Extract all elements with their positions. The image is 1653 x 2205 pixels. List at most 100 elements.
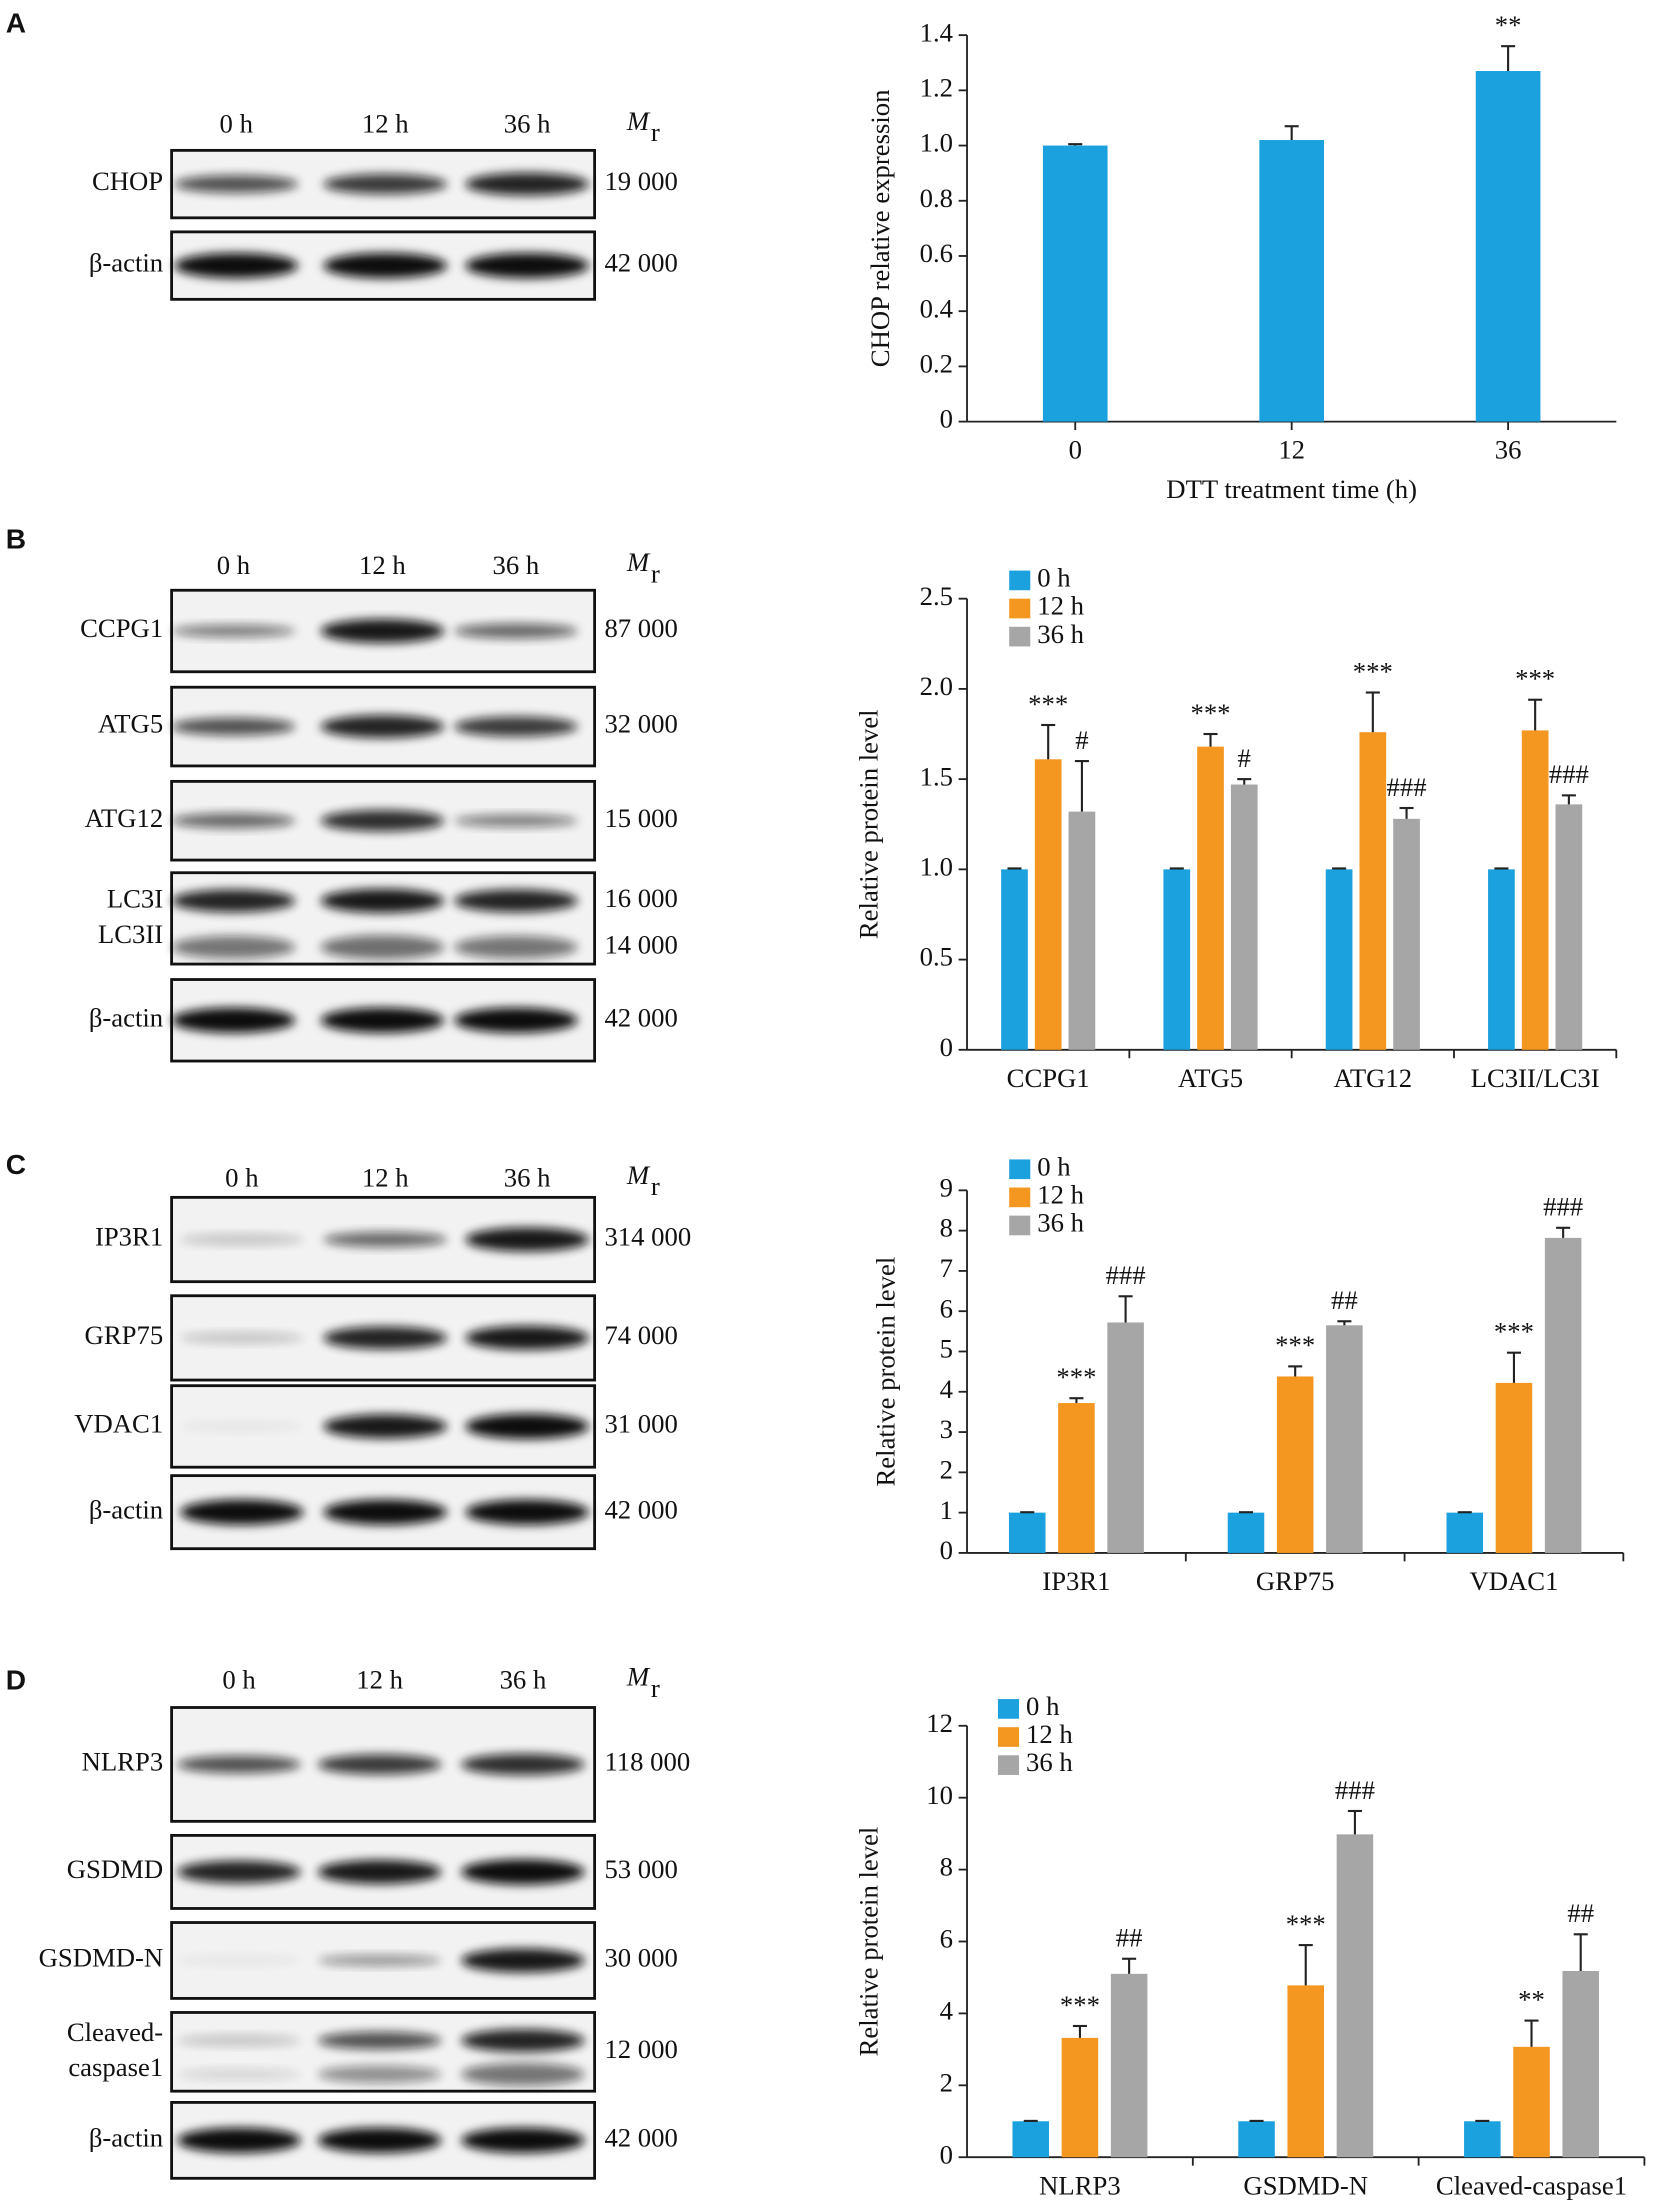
blot-row-label: GSDMD [67, 1854, 163, 1884]
blot-band [317, 1754, 442, 1775]
blot-row-label: β-actin [89, 2122, 163, 2152]
mr-label: M [626, 547, 651, 577]
bar [1227, 1512, 1265, 1553]
legend-label: 0 h [1037, 563, 1070, 593]
blot-band [174, 252, 299, 279]
lane-label: 0 h [217, 550, 250, 580]
x-tick-label: CCPG1 [1007, 1063, 1090, 1093]
y-tick-label: 9 [940, 1172, 953, 1202]
y-tick-label: 2.5 [920, 581, 953, 611]
blot-row-label: β-actin [89, 1494, 163, 1524]
blot-band [171, 1007, 296, 1033]
molecular-weight: 42 000 [604, 2122, 677, 2152]
y-axis-title: CHOP relative expression [865, 90, 895, 368]
y-tick-label: 3 [940, 1414, 953, 1444]
blot-band [461, 2029, 585, 2052]
error-bar [1284, 125, 1299, 141]
bar [1325, 869, 1353, 1050]
blot-band [323, 252, 448, 279]
legend-label: 36 h [1026, 1747, 1073, 1777]
legend-label: 12 h [1037, 1179, 1084, 1209]
lane-label: 12 h [362, 109, 409, 139]
lane-label: 0 h [222, 1664, 255, 1694]
x-tick-label: GSDMD-N [1243, 2170, 1368, 2200]
bar [1238, 2121, 1275, 2158]
molecular-weight: 42 000 [604, 1494, 677, 1524]
y-tick-label: 7 [940, 1253, 953, 1283]
lane-label: 12 h [359, 550, 406, 580]
blot-band [461, 1859, 585, 1885]
mr-label: M [626, 1160, 651, 1190]
bar [1393, 818, 1420, 1050]
significance-label: ### [1335, 1775, 1375, 1805]
legend-swatch [1009, 1187, 1031, 1208]
blot-band [323, 1326, 448, 1350]
significance-label: *** [1190, 698, 1230, 728]
error-bar [1494, 867, 1509, 870]
lane-label: 36 h [500, 1664, 547, 1694]
bar [1475, 71, 1541, 422]
bar [1259, 140, 1324, 422]
error-bar [1298, 1944, 1313, 1986]
y-tick-label: 2 [940, 1454, 953, 1484]
blot-band [454, 889, 578, 913]
blot-band [465, 1325, 589, 1350]
y-tick-label: 12 [926, 1708, 953, 1738]
blot-row-label: caspase1 [68, 2052, 163, 2082]
panel-label: C [6, 1149, 26, 1180]
significance-label: ### [1549, 759, 1589, 789]
legend-label: 0 h [1037, 1151, 1070, 1181]
blot-row-label: Cleaved- [67, 2017, 163, 2047]
y-tick-label: 0 [940, 1535, 953, 1565]
blot-band [177, 1954, 301, 1967]
x-tick-label: VDAC1 [1469, 1566, 1558, 1596]
blot-row-label: GRP75 [85, 1320, 164, 1350]
error-bar [1237, 778, 1252, 785]
legend-label: 12 h [1026, 1719, 1073, 1749]
error-bar [1332, 867, 1347, 870]
bar [1544, 1237, 1582, 1553]
blot-band [180, 1233, 304, 1246]
blot-band [320, 1007, 445, 1033]
significance-label: ## [1331, 1285, 1358, 1315]
blot-band [171, 889, 296, 913]
bar [1061, 2037, 1099, 2158]
legend-swatch [997, 1699, 1020, 1719]
y-axis-title: Relative protein level [854, 1827, 884, 2057]
blot-band [317, 1859, 442, 1884]
significance-label: ### [1543, 1192, 1583, 1222]
panel-label: D [6, 1665, 26, 1696]
lane-label: 0 h [220, 109, 253, 139]
significance-label: # [1238, 743, 1251, 773]
y-tick-label: 8 [940, 1213, 953, 1243]
y-tick-label: 0 [940, 404, 953, 434]
blot-row-label: β-actin [89, 1002, 163, 1032]
legend-swatch [997, 1727, 1020, 1747]
y-tick-label: 1.0 [920, 851, 953, 881]
legend-swatch [1009, 1159, 1031, 1180]
y-tick-label: 1 [940, 1495, 953, 1525]
blot-band [320, 935, 445, 960]
legend-swatch [1009, 598, 1031, 619]
lane-label: 36 h [504, 1163, 551, 1193]
significance-label: *** [1515, 664, 1555, 694]
y-tick-label: 4 [940, 1996, 953, 2026]
error-bar [1501, 45, 1516, 72]
x-axis-title: DTT treatment time (h) [1166, 474, 1417, 504]
bar [1555, 804, 1583, 1050]
significance-label: # [1075, 725, 1088, 755]
blot-band [177, 2068, 301, 2080]
error-bar [1365, 691, 1380, 733]
blot-band [177, 2034, 301, 2047]
blot-band [465, 252, 589, 279]
legend-label: 0 h [1026, 1691, 1059, 1721]
error-bar [1573, 1933, 1588, 1971]
blot-band [171, 935, 296, 959]
blot-band [461, 1948, 585, 1973]
blot-band [323, 1499, 448, 1525]
molecular-weight: 118 000 [604, 1747, 690, 1777]
significance-label: ### [1106, 1260, 1146, 1290]
blot-band [180, 1332, 304, 1344]
y-tick-label: 5 [940, 1334, 953, 1364]
legend-label: 36 h [1037, 1208, 1084, 1238]
